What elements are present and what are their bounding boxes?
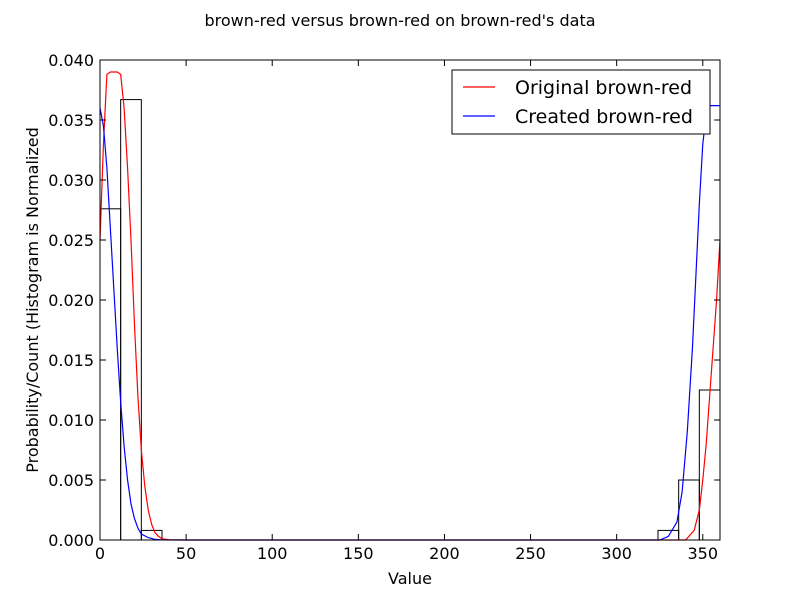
y-tick-label-8: 0.040 — [48, 51, 94, 70]
y-tick-label-4: 0.020 — [48, 291, 94, 310]
y-tick-label-2: 0.010 — [48, 411, 94, 430]
x-tick-label-6: 300 — [601, 544, 632, 563]
histogram-bar-1 — [120, 99, 142, 541]
axis-ticks: 0 50 100 150 200 250 300 350 0.000 0.005 0.010 0.01… — [48, 51, 720, 563]
legend-box — [451, 69, 711, 135]
plot-area — [99, 71, 721, 541]
x-tick-label-4: 200 — [429, 544, 460, 563]
y-tick-label-1: 0.005 — [48, 471, 94, 490]
y-tick-label-6: 0.030 — [48, 171, 94, 190]
plot-frame — [99, 59, 721, 541]
x-tick-label-3: 150 — [343, 544, 374, 563]
legend-label-original: Original brown-red — [515, 77, 692, 99]
legend-label-created: Created brown-red — [515, 106, 693, 128]
x-tick-label-2: 100 — [257, 544, 288, 563]
series-line-0 — [99, 71, 721, 541]
x-tick-label-1: 50 — [176, 544, 196, 563]
y-axis-label: Probability/Count (Histogram is Normaliz… — [23, 127, 42, 473]
y-tick-label-3: 0.015 — [48, 351, 94, 370]
histogram-bar-0 — [99, 208, 122, 541]
chart-title: brown-red versus brown-red on brown-red'… — [204, 11, 595, 30]
series-line-1 — [99, 105, 720, 541]
y-tick-label-0: 0.000 — [48, 531, 94, 550]
legend: Original brown-red Created brown-red — [451, 69, 711, 135]
y-tick-label-7: 0.035 — [48, 111, 94, 130]
x-tick-label-0: 0 — [95, 544, 105, 563]
histogram-bar-5 — [698, 389, 721, 541]
x-tick-label-5: 250 — [515, 544, 546, 563]
y-tick-label-5: 0.025 — [48, 231, 94, 250]
x-axis-label: Value — [388, 569, 432, 588]
histogram-bar-3 — [657, 529, 680, 541]
x-tick-label-7: 350 — [688, 544, 719, 563]
